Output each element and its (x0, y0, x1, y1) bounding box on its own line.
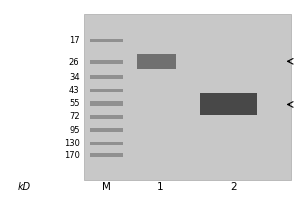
Bar (90, 39, 123, 42)
Bar (90, 60, 123, 64)
Text: 95: 95 (69, 126, 80, 135)
Bar (90, 101, 123, 106)
Bar (136, 54, 176, 69)
Text: 170: 170 (64, 151, 80, 160)
Text: 72: 72 (69, 112, 80, 121)
Bar (200, 93, 256, 115)
Bar (90, 153, 123, 157)
Bar (84, 14, 291, 180)
Text: 130: 130 (64, 139, 80, 148)
Bar (90, 128, 123, 132)
Bar (90, 75, 123, 79)
Text: 1: 1 (157, 182, 164, 192)
Bar (90, 89, 123, 92)
Text: 17: 17 (69, 36, 80, 45)
Bar (90, 115, 123, 119)
Text: 34: 34 (69, 73, 80, 82)
Text: kD: kD (17, 182, 31, 192)
Text: 2: 2 (231, 182, 237, 192)
Bar (90, 142, 123, 145)
Text: 55: 55 (69, 99, 80, 108)
Text: 26: 26 (69, 58, 80, 67)
Text: M: M (102, 182, 111, 192)
Text: 43: 43 (69, 86, 80, 95)
